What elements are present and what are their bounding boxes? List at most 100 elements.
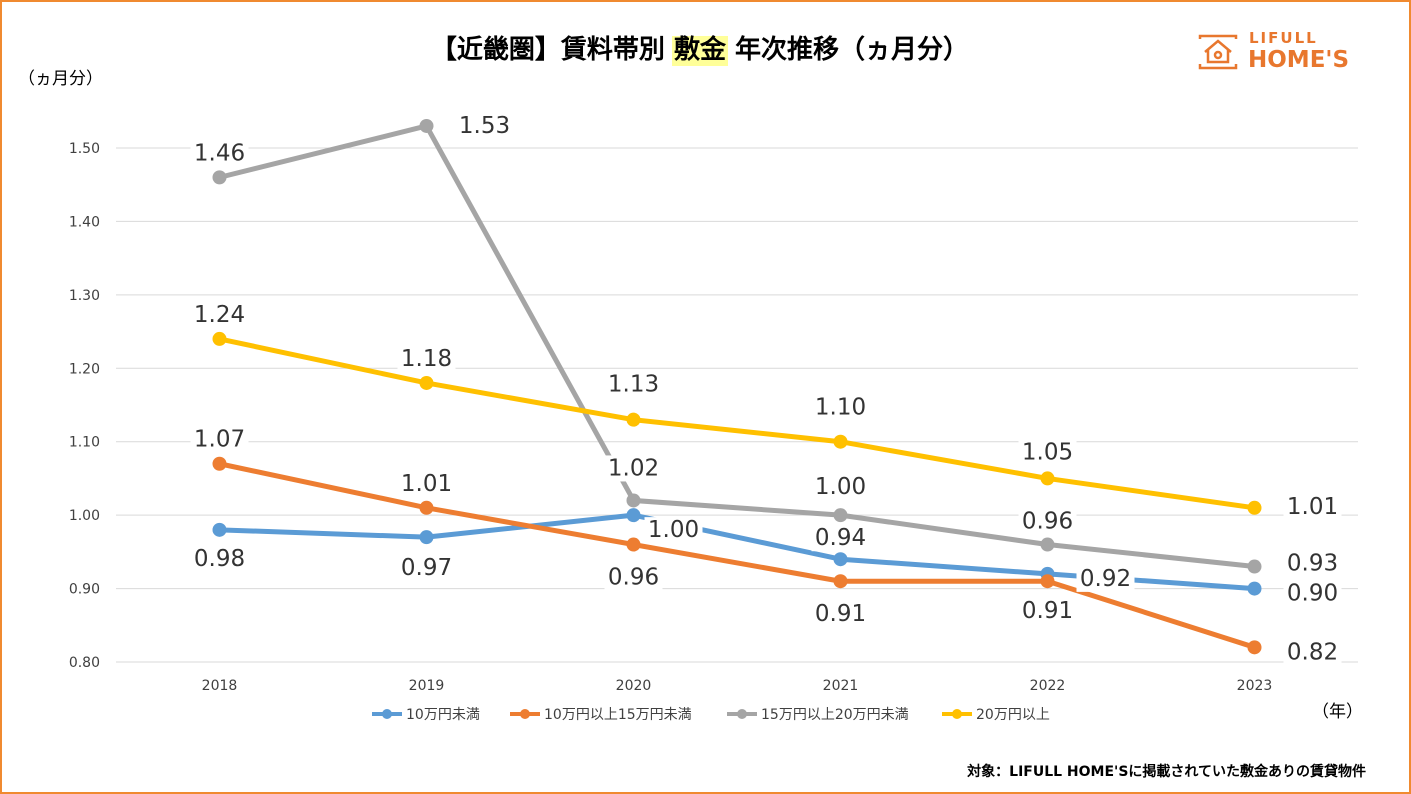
title-prefix: 【近畿圏】賃料帯別 (431, 35, 674, 65)
x-tick-label: 2021 (823, 678, 859, 694)
y-axis-label: （ヵ月分） (18, 69, 103, 89)
y-tick-label: 1.10 (69, 435, 100, 451)
x-tick-label: 2020 (616, 678, 652, 694)
y-tick-label: 1.20 (69, 361, 100, 377)
y-tick-label: 1.00 (69, 508, 100, 524)
data-label: 1.07 (194, 427, 245, 453)
y-tick-label: 0.80 (69, 655, 100, 671)
data-label: 0.91 (1022, 598, 1073, 624)
data-label: 0.96 (608, 565, 659, 591)
y-tick-label: 1.30 (69, 288, 100, 304)
data-label: 0.93 (1287, 551, 1338, 577)
data-point (626, 493, 641, 508)
data-point (212, 456, 227, 471)
title-highlight (671, 36, 729, 66)
data-point (833, 574, 848, 589)
data-point (1247, 581, 1262, 596)
data-point (626, 508, 641, 523)
legend-label: 10万円以上15万円未満 (544, 707, 692, 723)
house-icon (1198, 34, 1238, 70)
data-label-bg (190, 140, 249, 167)
x-axis-label: （年） (1312, 702, 1363, 722)
data-label: 0.92 (1080, 566, 1131, 592)
logo-line2: HOME'S (1248, 47, 1349, 73)
data-point (626, 412, 641, 427)
data-point (1040, 537, 1055, 552)
data-label-bg (1018, 439, 1077, 466)
data-label-bg (397, 345, 456, 372)
y-tick-label: 1.50 (69, 141, 100, 157)
data-point (212, 331, 227, 346)
data-point (833, 434, 848, 449)
title-highlight-text: 敷金 (674, 34, 727, 65)
data-label-bg (1283, 550, 1342, 577)
data-label: 1.00 (815, 474, 866, 500)
footnote: 対象：LIFULL HOME'Sに掲載されていた敷金ありの賃貸物件 (966, 763, 1366, 780)
legend-marker (382, 709, 392, 719)
data-point (1040, 471, 1055, 486)
y-tick-labels: 0.80 0.90 1.00 1.10 1.20 1.30 1.40 1.50 (69, 141, 100, 671)
x-tick-label: 2022 (1030, 678, 1066, 694)
data-label: 1.05 (1022, 439, 1073, 465)
data-label: 0.94 (815, 525, 866, 551)
data-label: 1.13 (608, 372, 659, 398)
y-tick-label: 0.90 (69, 582, 100, 598)
data-label-bg (455, 112, 514, 139)
data-label: 0.96 (1022, 509, 1073, 535)
data-label-bg (1283, 580, 1342, 607)
data-label: 0.91 (815, 601, 866, 627)
data-label-bg (811, 601, 870, 628)
logo-line1: LIFULL (1249, 29, 1318, 47)
series-line (218, 336, 1255, 511)
legend-marker (520, 709, 530, 719)
legend-label: 15万円以上20万円未満 (761, 707, 909, 723)
data-label: 1.18 (401, 346, 452, 372)
data-label-bg (1283, 493, 1342, 520)
data-label-bg (1018, 598, 1077, 625)
x-tick-label: 2023 (1237, 678, 1273, 694)
data-point (626, 537, 641, 552)
chart-title: 【近畿圏】賃料帯別 敷金 年次推移（ヵ月分） (431, 34, 969, 65)
x-tick-labels: 2018 2019 2020 2021 2022 2023 (202, 678, 1273, 694)
y-tick-label: 1.40 (69, 214, 100, 230)
data-label: 1.00 (648, 517, 699, 543)
data-label-bg (604, 371, 663, 398)
data-point (212, 522, 227, 537)
data-label: 1.46 (194, 140, 245, 166)
data-label: 1.01 (401, 471, 452, 497)
data-label-bg (190, 301, 249, 328)
gridlines (116, 147, 1358, 663)
data-label-bg (644, 517, 703, 544)
legend: 10万円未満 10万円以上15万円未満 15万円以上20万円未満 20万円以上 (372, 707, 1050, 723)
legend-label: 20万円以上 (976, 707, 1050, 723)
data-label: 1.02 (608, 455, 659, 481)
legend-marker (737, 709, 747, 719)
data-point (833, 508, 848, 523)
data-label-bg (811, 474, 870, 501)
legend-label: 10万円未満 (406, 707, 480, 723)
data-label-bg (811, 394, 870, 421)
data-label-bg (397, 470, 456, 497)
data-labels: 0.98 0.97 1.00 0.94 0.92 0.90 1.07 1.01 0.96 0.91… (190, 112, 1342, 666)
data-label: 0.97 (401, 555, 452, 581)
data-label: 1.01 (1287, 494, 1338, 520)
data-label-bg (1283, 639, 1342, 666)
data-label: 0.98 (194, 546, 245, 572)
data-label: 1.53 (459, 113, 510, 139)
data-point (419, 375, 434, 390)
data-point (419, 500, 434, 515)
data-label-bg (1076, 565, 1135, 592)
data-label-bg (811, 525, 870, 552)
data-label-bg (1018, 508, 1077, 535)
data-label: 0.82 (1287, 639, 1338, 665)
data-point (1247, 500, 1262, 515)
data-label: 0.90 (1287, 581, 1338, 607)
data-point (419, 530, 434, 545)
data-label: 1.24 (194, 302, 245, 328)
series-line (218, 461, 1256, 650)
data-point (833, 552, 848, 567)
data-point (1040, 574, 1055, 589)
logo: LIFULL HOME'S (1198, 29, 1349, 73)
data-label-bg (190, 545, 249, 572)
